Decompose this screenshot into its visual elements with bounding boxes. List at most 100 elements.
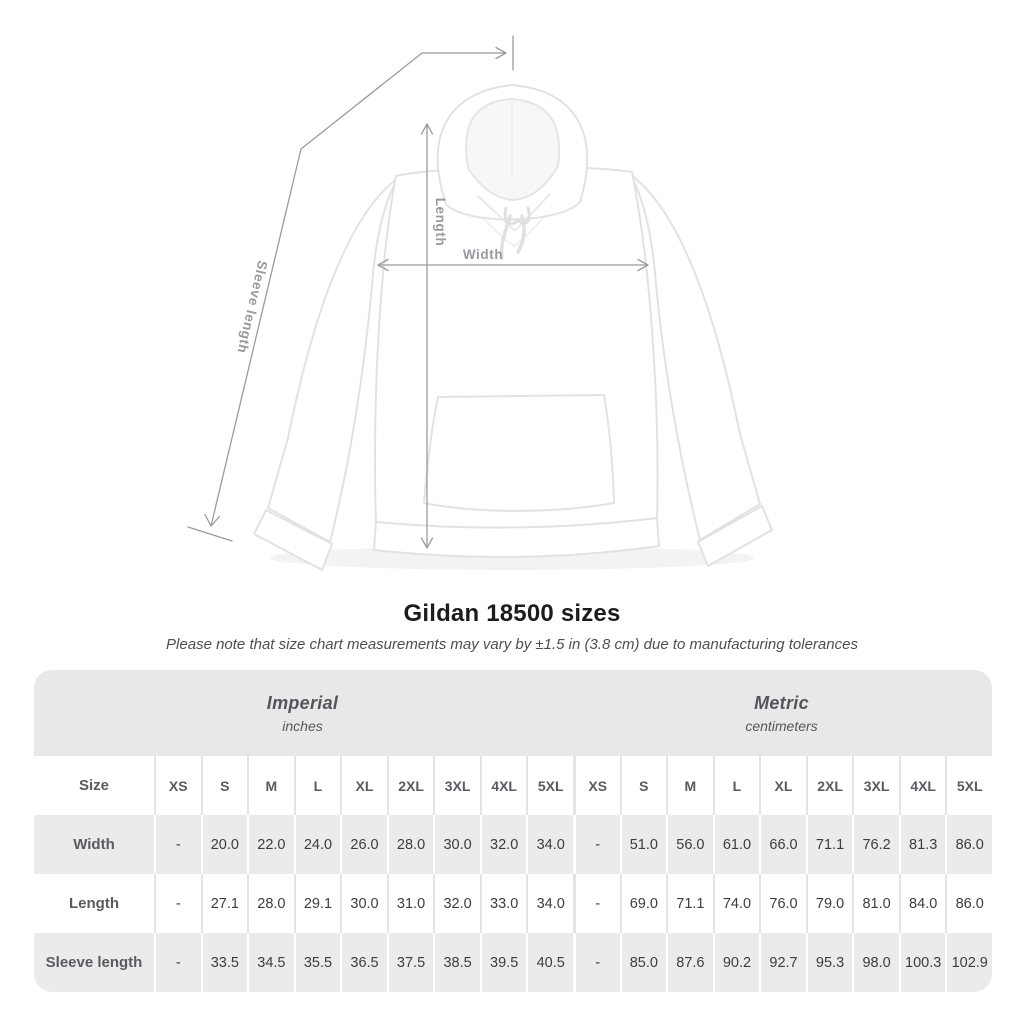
measurement-row: Width -20.0 22.0 24.0 26.0 28.0 30.0 32.0 34.0-5…	[34, 815, 992, 874]
value-cell: 34.0	[526, 874, 573, 933]
value-cell: 32.0	[479, 815, 527, 874]
value-cell: 85.0	[619, 933, 667, 992]
value-cell: -	[154, 815, 201, 874]
value-cell: 87.6	[666, 933, 713, 992]
row-label: Width	[73, 836, 115, 853]
size-header-cell: 5XL	[945, 756, 992, 815]
value-cell: 79.0	[805, 874, 853, 933]
value-cell: 66.0	[759, 815, 806, 874]
value-cell: 56.0	[666, 815, 713, 874]
size-header-cell: L	[293, 756, 341, 815]
value-cell: 34.0	[526, 815, 573, 874]
size-column-header: Size	[78, 777, 109, 794]
value-cell: -	[573, 874, 620, 933]
value-cell: -	[154, 933, 201, 992]
row-label: Sleeve length	[45, 954, 143, 971]
size-diagram: Width Length Sleeve length	[187, 35, 773, 571]
drawstring-knot	[503, 206, 531, 225]
right-sleeve	[629, 173, 761, 541]
value-cell: 92.7	[759, 933, 806, 992]
imperial-group-header: Imperial inches	[34, 670, 571, 756]
sleeve-length-label: Sleeve length	[234, 259, 270, 355]
value-cell: 35.5	[293, 933, 341, 992]
drawstring-cord	[499, 214, 512, 260]
value-cell: 22.0	[247, 815, 294, 874]
value-cell: 98.0	[852, 933, 899, 992]
hoodie-diagram-svg: Width Length Sleeve length	[187, 35, 773, 571]
value-cell: 39.5	[479, 933, 527, 992]
value-cell: 95.3	[805, 933, 853, 992]
hem-band	[373, 517, 660, 559]
size-header-cell: 3XL	[852, 756, 899, 815]
value-cell: -	[573, 933, 620, 992]
kangaroo-pocket	[423, 394, 615, 512]
value-cell: 76.0	[759, 874, 806, 933]
size-header-cell: 4XL	[479, 756, 527, 815]
value-cell: 30.0	[433, 815, 480, 874]
value-cell: 86.0	[945, 815, 992, 874]
size-header-cell: XS	[154, 756, 201, 815]
value-cell: 24.0	[293, 815, 341, 874]
page-title: Gildan 18500 sizes	[403, 600, 621, 627]
value-cell: 28.0	[247, 874, 294, 933]
size-header-cell: XL	[340, 756, 387, 815]
metric-group-header: Metric centimeters	[571, 670, 992, 756]
value-cell: 71.1	[666, 874, 713, 933]
value-cell: 40.5	[526, 933, 573, 992]
value-cell: 32.0	[433, 874, 480, 933]
size-header-cell: S	[619, 756, 667, 815]
value-cell: 27.1	[200, 874, 248, 933]
value-cell: 51.0	[619, 815, 667, 874]
left-sleeve	[267, 177, 399, 543]
size-header-cell: 2XL	[805, 756, 853, 815]
value-cell: 74.0	[712, 874, 760, 933]
value-cell: 81.0	[852, 874, 899, 933]
value-cell: 20.0	[200, 815, 248, 874]
size-header-cell: S	[200, 756, 248, 815]
length-arrow	[420, 123, 434, 549]
size-header-row: Size XS S M L XL 2XL 3XL 4XL 5XL XS S M L XL 2XL 3XL 4XL 5…	[34, 756, 992, 815]
value-cell: 33.0	[479, 874, 527, 933]
metric-unit-label: centimeters	[745, 717, 818, 734]
measurement-row: Sleeve length -33.5 34.5 35.5 36.5 37.5 38.5 39…	[34, 933, 992, 992]
size-header-cell: M	[666, 756, 713, 815]
table-body: Size XS S M L XL 2XL 3XL 4XL 5XL XS S M L XL 2XL 3XL 4XL 5…	[34, 756, 992, 992]
width-label: Width	[463, 247, 503, 262]
length-label: Length	[433, 198, 448, 247]
size-header-cell: L	[712, 756, 760, 815]
hoodie-illustration	[253, 84, 773, 571]
measurement-row: Length -27.1 28.0 29.1 30.0 31.0 32.0 33.0 34.0-…	[34, 874, 992, 933]
value-cell: 34.5	[247, 933, 294, 992]
value-cell: 30.0	[340, 874, 387, 933]
value-cell: 69.0	[619, 874, 667, 933]
value-cell: 81.3	[898, 815, 946, 874]
value-cell: 90.2	[712, 933, 760, 992]
value-cell: 71.1	[805, 815, 853, 874]
value-cell: 28.0	[386, 815, 434, 874]
value-cell: 100.3	[898, 933, 946, 992]
size-table: Imperial inches Metric centimeters Size X…	[34, 670, 992, 992]
imperial-label: Imperial	[266, 692, 339, 713]
measurement-arrows	[187, 35, 649, 549]
row-label: Length	[69, 895, 119, 912]
size-header-cell: XL	[759, 756, 806, 815]
size-header-cell: 5XL	[526, 756, 573, 815]
value-cell: -	[154, 874, 201, 933]
value-cell: 26.0	[340, 815, 387, 874]
left-cuff	[253, 509, 333, 571]
sleeve-length-arrow	[187, 35, 514, 542]
drawstring-cord	[516, 214, 526, 254]
size-header-cell: 2XL	[386, 756, 434, 815]
value-cell: 61.0	[712, 815, 760, 874]
value-cell: 76.2	[852, 815, 899, 874]
width-arrow	[377, 258, 649, 272]
right-cuff	[697, 505, 773, 567]
metric-label: Metric	[754, 692, 809, 713]
value-cell: 29.1	[293, 874, 341, 933]
value-cell: 37.5	[386, 933, 434, 992]
value-cell: -	[573, 815, 620, 874]
tolerance-note: Please note that size chart measurements…	[166, 636, 858, 653]
size-header-cell: 3XL	[433, 756, 480, 815]
value-cell: 86.0	[945, 874, 992, 933]
value-cell: 38.5	[433, 933, 480, 992]
